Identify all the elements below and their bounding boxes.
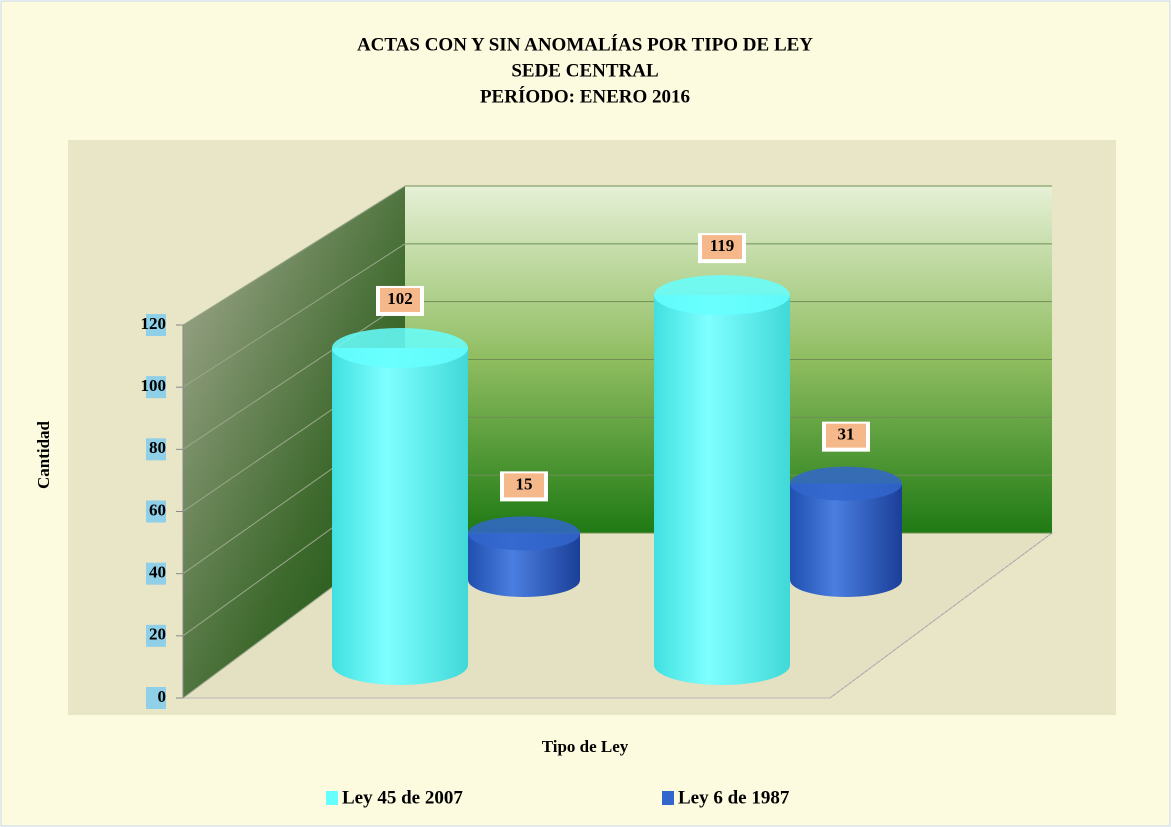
y-tick-label: 80	[149, 438, 166, 457]
bar-body	[790, 483, 902, 597]
tick-label-bg	[146, 687, 166, 709]
tick-label-bg	[146, 624, 166, 647]
x-axis-label: Tipo de Ley	[542, 737, 629, 756]
y-tick-label: 0	[158, 687, 167, 706]
tick-label-bg	[146, 562, 166, 585]
grid-line	[182, 301, 406, 450]
tick-label-bg	[146, 438, 166, 461]
value-label-box	[702, 235, 742, 260]
legend-swatch	[326, 791, 338, 805]
title: ACTAS CON Y SIN ANOMALÍAS POR TIPO DE LE…	[357, 33, 813, 107]
y-tick-label: 60	[149, 500, 166, 519]
y-tick-label: 20	[149, 625, 166, 644]
y-tick-label: 40	[149, 563, 166, 582]
bar: 102	[332, 285, 468, 685]
y-tick-label: 100	[141, 376, 167, 395]
grid-line	[182, 243, 406, 388]
value-label: 31	[838, 425, 855, 444]
bar-body	[654, 295, 790, 685]
bar-body	[468, 533, 580, 597]
title-line: PERÍODO: ENERO 2016	[480, 85, 690, 107]
bar-top	[654, 275, 790, 316]
y-axis-label: Cantidad	[34, 420, 53, 489]
legend-label: Ley 45 de 2007	[342, 787, 463, 808]
bar-top	[790, 466, 902, 501]
bar: 31	[790, 421, 902, 597]
grid-line	[182, 185, 406, 326]
bar-top	[468, 516, 580, 551]
tick-label-bg	[146, 376, 166, 399]
legend-label: Ley 6 de 1987	[678, 787, 790, 808]
tick-label-bg	[146, 314, 166, 336]
value-label-box	[504, 473, 544, 498]
bar-top	[332, 327, 468, 368]
floor-edge	[829, 532, 1053, 699]
value-label-box	[826, 423, 866, 448]
value-label-box	[380, 287, 420, 312]
value-label: 102	[387, 289, 413, 308]
title-line: ACTAS CON Y SIN ANOMALÍAS POR TIPO DE LE…	[357, 33, 813, 55]
bar-body	[332, 347, 468, 685]
tick-label-bg	[146, 500, 166, 523]
bar: 119	[654, 233, 790, 685]
y-tick-label: 120	[141, 314, 167, 333]
bar: 15	[468, 471, 580, 597]
value-label: 119	[710, 236, 735, 255]
legend-swatch	[662, 791, 674, 805]
value-label: 15	[516, 474, 533, 493]
title-line: SEDE CENTRAL	[511, 60, 658, 81]
